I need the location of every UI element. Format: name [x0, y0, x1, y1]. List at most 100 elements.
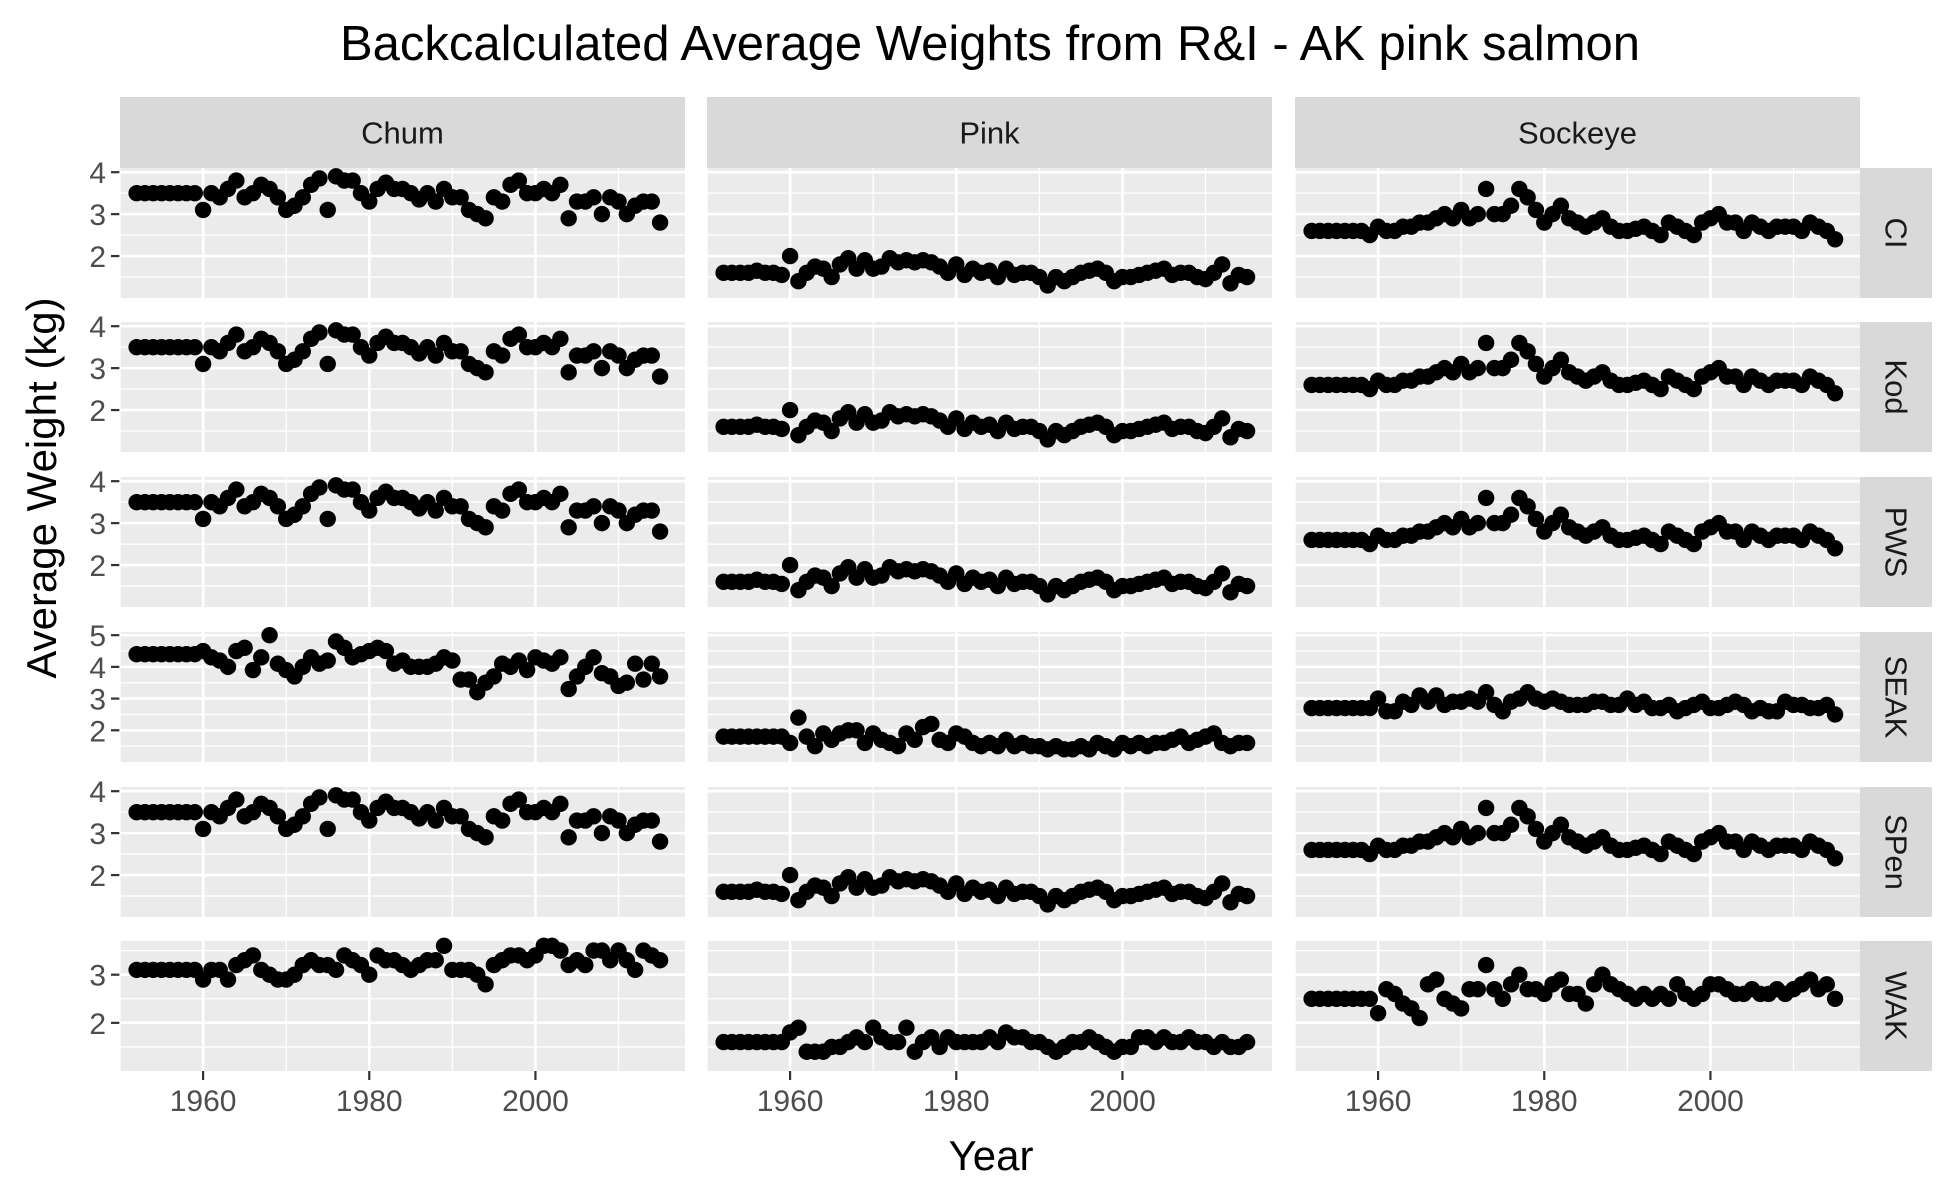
data-point — [477, 519, 494, 536]
data-point — [1552, 197, 1570, 214]
data-point — [1527, 201, 1545, 219]
data-point — [1238, 1033, 1256, 1051]
data-point — [552, 485, 569, 502]
data-point — [1552, 816, 1570, 833]
x-axis-title: Year — [949, 1132, 1034, 1179]
data-point — [1469, 980, 1486, 998]
data-point — [494, 193, 511, 210]
data-point — [1519, 343, 1536, 360]
data-point — [823, 422, 840, 440]
facet-panels: Chum Pink SockeyeCIKodPWSSEAKSPenWAK234234… — [89, 97, 1932, 1118]
data-point — [236, 639, 253, 657]
data-point — [1361, 990, 1378, 1007]
data-point — [806, 737, 824, 755]
data-point — [823, 887, 840, 905]
data-point — [593, 514, 611, 532]
data-point — [1552, 971, 1570, 988]
data-point — [510, 326, 528, 343]
data-point — [1238, 734, 1256, 752]
row-strip-ci — [1860, 168, 1932, 298]
data-point — [1527, 510, 1545, 528]
data-point — [194, 201, 212, 219]
data-point — [1502, 197, 1520, 214]
data-point — [1238, 422, 1256, 440]
data-point — [848, 722, 865, 739]
data-point — [618, 674, 636, 691]
data-point — [1527, 355, 1545, 373]
data-point — [477, 364, 494, 381]
data-point — [1369, 690, 1387, 707]
data-point — [269, 343, 287, 360]
x-tick-label: 1980 — [923, 1085, 990, 1118]
y-tick-label: 4 — [89, 311, 106, 344]
data-point — [1652, 380, 1669, 398]
data-point — [1477, 334, 1495, 352]
data-point — [1519, 498, 1536, 515]
column-strip-label: Chum — [361, 116, 444, 151]
panel-seak-pink — [706, 632, 1272, 762]
panel-ci-pink — [706, 168, 1272, 298]
y-tick-label: 4 — [89, 776, 106, 809]
data-point — [361, 966, 378, 983]
x-tick-label: 1980 — [1511, 1085, 1578, 1118]
data-point — [610, 347, 627, 364]
row-strip-kod — [1860, 322, 1932, 452]
data-point — [311, 789, 328, 806]
y-axis-title: Average Weight (kg) — [18, 297, 65, 678]
y-tick-label: 3 — [89, 960, 106, 993]
data-point — [361, 347, 378, 364]
data-point — [560, 829, 577, 846]
data-point — [1452, 1000, 1470, 1017]
data-point — [219, 658, 237, 676]
data-point — [194, 355, 212, 373]
data-point — [585, 189, 602, 206]
y-tick-label: 3 — [89, 199, 106, 232]
data-point — [1685, 380, 1703, 398]
y-tick-label: 2 — [89, 860, 106, 893]
data-point — [626, 655, 644, 672]
data-point — [186, 184, 203, 202]
row-strip-label: Kod — [1879, 359, 1914, 414]
data-point — [510, 172, 528, 189]
data-point — [560, 680, 577, 698]
y-tick-label: 4 — [89, 466, 106, 499]
data-point — [327, 961, 345, 979]
data-point — [294, 808, 311, 825]
panel-background — [1295, 941, 1860, 1071]
data-point — [244, 661, 262, 679]
data-point — [494, 812, 511, 829]
data-point — [1238, 577, 1256, 595]
data-point — [1469, 359, 1486, 377]
data-point — [610, 193, 627, 210]
data-point — [344, 791, 361, 808]
data-point — [311, 170, 328, 187]
data-point — [1213, 565, 1231, 582]
data-point — [552, 330, 569, 347]
data-point — [560, 519, 577, 536]
data-point — [186, 338, 203, 356]
data-point — [319, 652, 336, 669]
panel-ci-chum — [119, 168, 685, 298]
data-point — [1502, 816, 1520, 833]
data-point — [906, 731, 923, 749]
data-point — [1469, 824, 1486, 842]
data-point — [560, 364, 577, 381]
y-tick-label: 3 — [89, 818, 106, 851]
data-point — [610, 502, 627, 519]
data-point — [1477, 956, 1495, 974]
data-point — [593, 824, 611, 842]
data-point — [228, 481, 245, 498]
data-point — [377, 642, 395, 660]
data-point — [319, 820, 336, 838]
data-point — [1477, 489, 1495, 507]
y-tick-label: 2 — [89, 550, 106, 583]
data-point — [1477, 684, 1495, 701]
x-tick-label: 1960 — [170, 1085, 237, 1118]
data-point — [823, 577, 840, 595]
data-point — [585, 498, 602, 515]
data-point — [1552, 506, 1570, 523]
data-point — [643, 193, 660, 210]
panel-wak-sockeye — [1294, 941, 1860, 1071]
data-point — [585, 343, 602, 360]
data-point — [1469, 205, 1486, 223]
